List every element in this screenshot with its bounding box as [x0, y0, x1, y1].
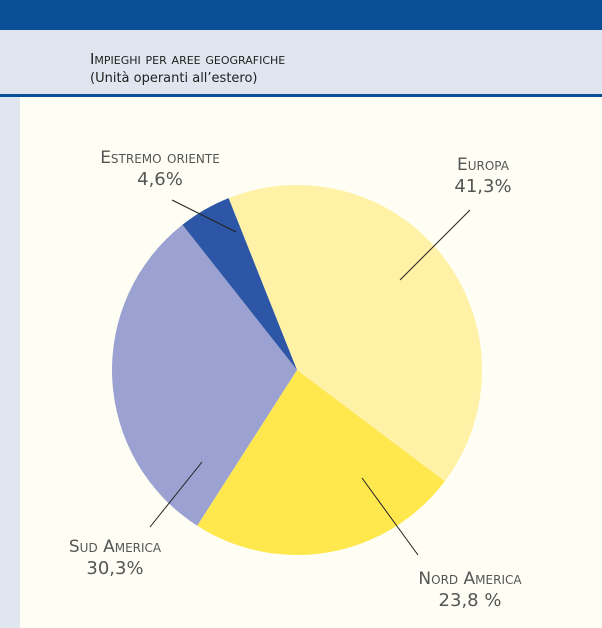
leader-line	[361, 477, 419, 556]
leader-line	[399, 209, 471, 281]
slice-value-label: 41,3%	[454, 176, 511, 197]
slice-label: Europa	[457, 155, 510, 175]
slice-label: Sud America	[69, 537, 162, 557]
slice-label: Estremo oriente	[100, 148, 220, 168]
header-rule	[0, 94, 602, 97]
slice-value-label: 30,3%	[86, 558, 143, 579]
pie-slice	[197, 370, 445, 555]
leader-line	[171, 199, 237, 233]
slice-label: Nord America	[418, 569, 522, 589]
slice-value-label: 4,6%	[137, 169, 183, 190]
leader-line	[149, 461, 203, 528]
pie-slice	[112, 224, 298, 526]
pie-slice	[182, 198, 297, 370]
slice-value-label: 23,8 %	[439, 590, 502, 611]
chart-subtitle: (Unità operanti all’estero)	[90, 71, 258, 86]
top-band	[0, 0, 602, 30]
pie-slice	[228, 184, 483, 482]
chart-title: Impieghi per aree geografiche	[90, 50, 285, 68]
